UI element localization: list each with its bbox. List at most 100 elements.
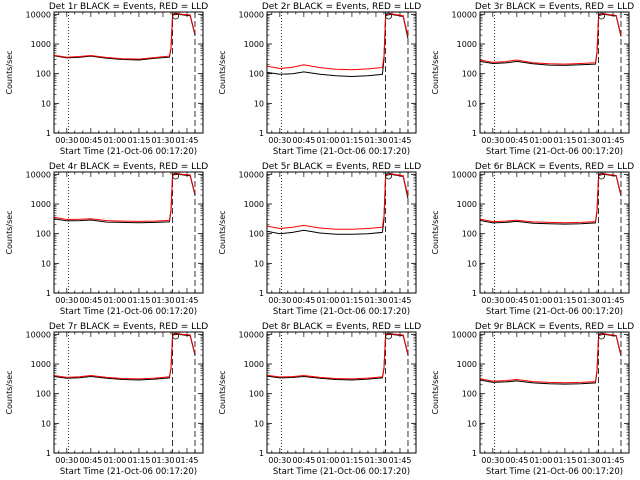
x-axis-label: Start Time (21-Oct-06 00:17:20): [60, 147, 197, 157]
x-tick-label: 01:15: [340, 456, 363, 465]
series-line-events: [480, 173, 622, 225]
series-line-events: [54, 13, 196, 61]
x-tick-label: 00:30: [481, 296, 504, 305]
x-tick-label: 01:45: [175, 456, 198, 465]
y-tick-label: 10: [41, 259, 51, 268]
y-tick-label: 100: [462, 390, 477, 399]
y-tick-label: 100: [249, 70, 264, 79]
series-line-lld: [480, 173, 622, 224]
y-axis-label: Counts/sec: [431, 210, 440, 254]
chart-panel: Det 3r BLACK = Events, RED = LLD 1 10 100 10…: [431, 2, 634, 157]
x-tick-label: 01:15: [127, 296, 150, 305]
plot-frame: [479, 331, 630, 454]
x-tick-label: 01:45: [388, 456, 411, 465]
flare-marker: [385, 172, 392, 180]
x-tick-label: 01:15: [340, 296, 363, 305]
x-tick-label: 00:30: [55, 296, 78, 305]
chart-title: Det 4r BLACK = Events, RED = LLD: [49, 162, 208, 172]
x-tick-label: 00:45: [505, 456, 528, 465]
series-line-events: [54, 333, 196, 381]
chart-title: Det 9r BLACK = Events, RED = LLD: [475, 322, 634, 332]
x-tick-label: 00:45: [292, 136, 315, 145]
x-tick-label: 01:00: [529, 136, 552, 145]
y-tick-label: 10000: [452, 330, 477, 339]
x-tick-label: 01:00: [316, 136, 339, 145]
y-tick-label: 1: [46, 449, 51, 458]
x-tick-label: 01:00: [103, 456, 126, 465]
y-tick-label: 10: [254, 259, 264, 268]
x-tick-label: 01:15: [127, 456, 150, 465]
plot-frame: [479, 171, 630, 294]
x-tick-label: 00:30: [481, 456, 504, 465]
x-tick-label: 01:15: [127, 136, 150, 145]
y-tick-label: 10: [467, 99, 477, 108]
x-tick-label: 01:00: [529, 296, 552, 305]
x-axis-label: Start Time (21-Oct-06 00:17:20): [486, 307, 623, 317]
y-tick-label: 10: [254, 99, 264, 108]
x-tick-label: 00:45: [79, 456, 102, 465]
chart-title: Det 7r BLACK = Events, RED = LLD: [49, 322, 208, 332]
x-axis-label: Start Time (21-Oct-06 00:17:20): [60, 307, 197, 317]
x-axis-label: Start Time (21-Oct-06 00:17:20): [273, 307, 410, 317]
y-tick-label: 1000: [457, 200, 477, 209]
y-tick-label: 100: [249, 230, 264, 239]
x-tick-label: 01:15: [340, 136, 363, 145]
x-tick-label: 01:45: [601, 456, 624, 465]
y-axis-label: Counts/sec: [218, 50, 227, 94]
series-line-events: [267, 173, 409, 235]
x-tick-label: 01:45: [175, 136, 198, 145]
x-tick-label: 00:30: [268, 296, 291, 305]
chart-panel: Det 8r BLACK = Events, RED = LLD 1 10 100 10…: [218, 322, 421, 477]
y-tick-label: 1000: [457, 40, 477, 49]
chart-panel: Det 1r BLACK = Events, RED = LLD 1 10 100 10…: [5, 2, 208, 157]
x-axis-label: Start Time (21-Oct-06 00:17:20): [273, 467, 410, 477]
series-line-lld: [54, 333, 196, 380]
y-tick-label: 100: [36, 70, 51, 79]
x-tick-label: 01:30: [577, 296, 600, 305]
x-tick-label: 00:45: [292, 296, 315, 305]
flare-marker: [598, 172, 605, 180]
y-tick-label: 10000: [26, 330, 51, 339]
plot-frame: [53, 171, 204, 294]
x-tick-label: 01:45: [388, 136, 411, 145]
plot-frame: [53, 11, 204, 134]
x-tick-label: 01:00: [103, 296, 126, 305]
x-tick-label: 01:15: [553, 456, 576, 465]
x-tick-label: 01:45: [388, 296, 411, 305]
y-tick-label: 10: [41, 419, 51, 428]
plot-frame: [479, 11, 630, 134]
x-axis-label: Start Time (21-Oct-06 00:17:20): [486, 467, 623, 477]
series-line-events: [267, 333, 409, 381]
flare-marker: [385, 332, 392, 340]
series-line-lld: [480, 13, 622, 65]
chart-panel: Det 6r BLACK = Events, RED = LLD 1 10 100 10…: [431, 162, 634, 317]
y-tick-label: 100: [249, 390, 264, 399]
y-axis-label: Counts/sec: [5, 210, 14, 254]
series-line-lld: [267, 173, 409, 230]
series-line-lld: [54, 13, 196, 60]
series-line-lld: [54, 173, 196, 222]
x-tick-label: 01:00: [316, 456, 339, 465]
x-axis-label: Start Time (21-Oct-06 00:17:20): [273, 147, 410, 157]
y-tick-label: 1000: [31, 200, 51, 209]
y-tick-label: 1: [46, 289, 51, 298]
series-line-events: [54, 173, 196, 224]
y-tick-label: 1: [259, 129, 264, 138]
chart-panel: Det 5r BLACK = Events, RED = LLD 1 10 100 10…: [218, 162, 421, 317]
y-axis-label: Counts/sec: [5, 370, 14, 414]
y-tick-label: 10000: [239, 170, 264, 179]
x-tick-label: 01:30: [577, 456, 600, 465]
y-tick-label: 100: [462, 230, 477, 239]
series-line-events: [267, 13, 409, 78]
x-tick-label: 01:15: [553, 296, 576, 305]
series-line-lld: [267, 333, 409, 380]
flare-marker: [385, 12, 392, 20]
y-tick-label: 1000: [457, 360, 477, 369]
chart-title: Det 5r BLACK = Events, RED = LLD: [262, 162, 421, 172]
y-tick-label: 10000: [26, 170, 51, 179]
y-tick-label: 1000: [244, 360, 264, 369]
y-tick-label: 1: [46, 129, 51, 138]
y-axis-label: Counts/sec: [431, 370, 440, 414]
y-tick-label: 1000: [244, 200, 264, 209]
